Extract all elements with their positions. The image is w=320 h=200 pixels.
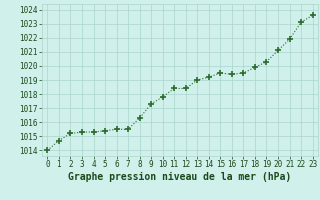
X-axis label: Graphe pression niveau de la mer (hPa): Graphe pression niveau de la mer (hPa) bbox=[68, 172, 292, 182]
